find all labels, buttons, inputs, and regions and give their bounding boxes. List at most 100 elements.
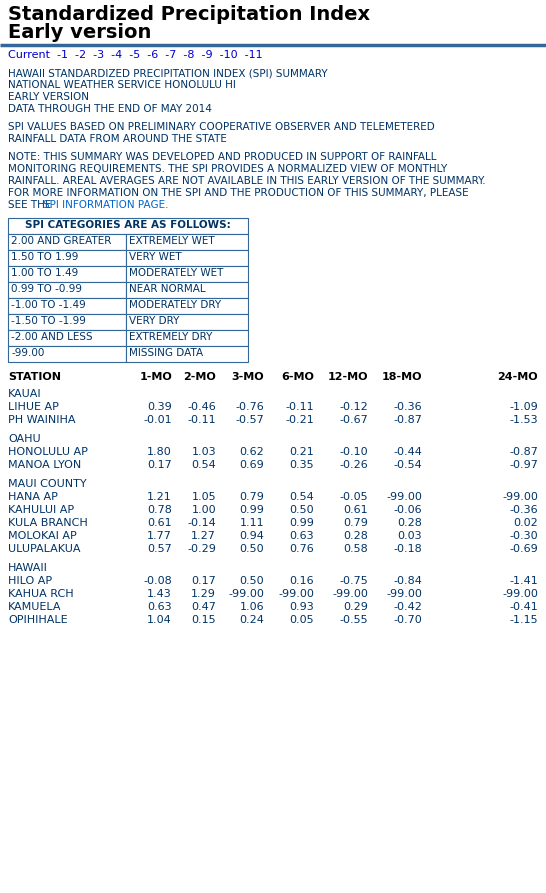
Text: -0.87: -0.87	[509, 447, 538, 457]
Text: 0.76: 0.76	[289, 544, 314, 554]
Text: 24-MO: 24-MO	[497, 372, 538, 382]
Text: 6-MO: 6-MO	[281, 372, 314, 382]
Text: 1.77: 1.77	[147, 531, 172, 541]
Bar	[8, 330, 126, 346]
Text: -1.15: -1.15	[509, 615, 538, 625]
Bar	[8, 282, 126, 298]
Text: KAMUELA: KAMUELA	[8, 602, 62, 612]
Text: -0.21: -0.21	[285, 415, 314, 425]
Text: -0.08: -0.08	[143, 576, 172, 586]
Bar	[126, 282, 248, 298]
Text: 0.58: 0.58	[343, 544, 368, 554]
Text: 0.05: 0.05	[289, 615, 314, 625]
Text: -99.00: -99.00	[502, 589, 538, 599]
Text: HONOLULU AP: HONOLULU AP	[8, 447, 88, 457]
Text: OPIHIHALE: OPIHIHALE	[8, 615, 68, 625]
Text: 0.94: 0.94	[239, 531, 264, 541]
Text: 0.02: 0.02	[513, 518, 538, 528]
Text: -99.00: -99.00	[332, 589, 368, 599]
Text: 0.15: 0.15	[192, 615, 216, 625]
Text: ULUPALAKUA: ULUPALAKUA	[8, 544, 80, 554]
Text: 3-MO: 3-MO	[232, 372, 264, 382]
Text: PH WAINIHA: PH WAINIHA	[8, 415, 75, 425]
Text: -0.67: -0.67	[339, 415, 368, 425]
Bar	[126, 330, 248, 346]
Text: -99.00: -99.00	[278, 589, 314, 599]
Text: -0.11: -0.11	[286, 402, 314, 412]
Text: 1.05: 1.05	[192, 492, 216, 502]
Text: 0.69: 0.69	[239, 460, 264, 470]
Text: 1.00 TO 1.49: 1.00 TO 1.49	[11, 268, 78, 278]
Text: -1.50 TO -1.99: -1.50 TO -1.99	[11, 316, 86, 326]
Text: -0.36: -0.36	[393, 402, 422, 412]
Text: -0.01: -0.01	[144, 415, 172, 425]
Text: FOR MORE INFORMATION ON THE SPI AND THE PRODUCTION OF THIS SUMMARY, PLEASE: FOR MORE INFORMATION ON THE SPI AND THE …	[8, 188, 468, 198]
Text: -0.06: -0.06	[393, 505, 422, 515]
Bar	[8, 218, 248, 234]
Text: MODERATELY WET: MODERATELY WET	[129, 268, 223, 278]
Text: -0.12: -0.12	[339, 402, 368, 412]
Text: SPI INFORMATION PAGE.: SPI INFORMATION PAGE.	[43, 200, 168, 210]
Text: -99.00: -99.00	[386, 589, 422, 599]
Text: 0.79: 0.79	[239, 492, 264, 502]
Text: -99.00: -99.00	[11, 348, 44, 358]
Text: SPI CATEGORIES ARE AS FOLLOWS:: SPI CATEGORIES ARE AS FOLLOWS:	[25, 220, 231, 230]
Text: MODERATELY DRY: MODERATELY DRY	[129, 300, 221, 310]
Text: 0.24: 0.24	[239, 615, 264, 625]
Text: RAINFALL. AREAL AVERAGES ARE NOT AVAILABLE IN THIS EARLY VERSION OF THE SUMMARY.: RAINFALL. AREAL AVERAGES ARE NOT AVAILAB…	[8, 176, 485, 186]
Text: MONITORING REQUIREMENTS. THE SPI PROVIDES A NORMALIZED VIEW OF MONTHLY: MONITORING REQUIREMENTS. THE SPI PROVIDE…	[8, 164, 447, 174]
Text: -1.53: -1.53	[509, 415, 538, 425]
Text: EXTREMELY DRY: EXTREMELY DRY	[129, 332, 212, 342]
Text: 0.99: 0.99	[239, 505, 264, 515]
Text: -0.87: -0.87	[393, 415, 422, 425]
Text: STATION: STATION	[8, 372, 61, 382]
Text: 2-MO: 2-MO	[183, 372, 216, 382]
Bar	[126, 250, 248, 266]
Text: -0.11: -0.11	[187, 415, 216, 425]
Text: 0.57: 0.57	[147, 544, 172, 554]
Text: 0.29: 0.29	[343, 602, 368, 612]
Text: NATIONAL WEATHER SERVICE HONOLULU HI: NATIONAL WEATHER SERVICE HONOLULU HI	[8, 80, 236, 90]
Text: Current  -1  -2  -3  -4  -5  -6  -7  -8  -9  -10  -11: Current -1 -2 -3 -4 -5 -6 -7 -8 -9 -10 -…	[8, 50, 263, 60]
Text: HILO AP: HILO AP	[8, 576, 52, 586]
Text: 2.00 AND GREATER: 2.00 AND GREATER	[11, 236, 111, 246]
Text: -0.97: -0.97	[509, 460, 538, 470]
Text: 12-MO: 12-MO	[328, 372, 368, 382]
Text: 0.61: 0.61	[343, 505, 368, 515]
Text: NOTE: THIS SUMMARY WAS DEVELOPED AND PRODUCED IN SUPPORT OF RAINFALL: NOTE: THIS SUMMARY WAS DEVELOPED AND PRO…	[8, 152, 436, 162]
Bar	[8, 298, 126, 314]
Text: -0.14: -0.14	[187, 518, 216, 528]
Text: -0.18: -0.18	[393, 544, 422, 554]
Bar	[8, 250, 126, 266]
Text: KULA BRANCH: KULA BRANCH	[8, 518, 88, 528]
Bar	[8, 234, 126, 250]
Text: VERY DRY: VERY DRY	[129, 316, 180, 326]
Text: 0.61: 0.61	[147, 518, 172, 528]
Text: -0.76: -0.76	[235, 402, 264, 412]
Text: 0.79: 0.79	[343, 518, 368, 528]
Text: -99.00: -99.00	[502, 492, 538, 502]
Text: 0.28: 0.28	[397, 518, 422, 528]
Text: 1-MO: 1-MO	[139, 372, 172, 382]
Text: -1.41: -1.41	[509, 576, 538, 586]
Text: MAUI COUNTY: MAUI COUNTY	[8, 479, 87, 489]
Text: -0.36: -0.36	[509, 505, 538, 515]
Text: 0.99: 0.99	[289, 518, 314, 528]
Text: Standardized Precipitation Index: Standardized Precipitation Index	[8, 5, 370, 24]
Text: EARLY VERSION: EARLY VERSION	[8, 92, 89, 102]
Text: 0.16: 0.16	[289, 576, 314, 586]
Text: MOLOKAI AP: MOLOKAI AP	[8, 531, 77, 541]
Text: 0.50: 0.50	[239, 544, 264, 554]
Text: 0.99 TO -0.99: 0.99 TO -0.99	[11, 284, 82, 294]
Text: -1.09: -1.09	[509, 402, 538, 412]
Bar	[126, 234, 248, 250]
Text: 0.17: 0.17	[147, 460, 172, 470]
Text: -0.05: -0.05	[340, 492, 368, 502]
Text: 0.54: 0.54	[289, 492, 314, 502]
Text: 0.28: 0.28	[343, 531, 368, 541]
Text: -0.54: -0.54	[393, 460, 422, 470]
Text: 1.00: 1.00	[192, 505, 216, 515]
Text: 18-MO: 18-MO	[382, 372, 422, 382]
Text: 1.03: 1.03	[192, 447, 216, 457]
Text: KAUAI: KAUAI	[8, 389, 41, 399]
